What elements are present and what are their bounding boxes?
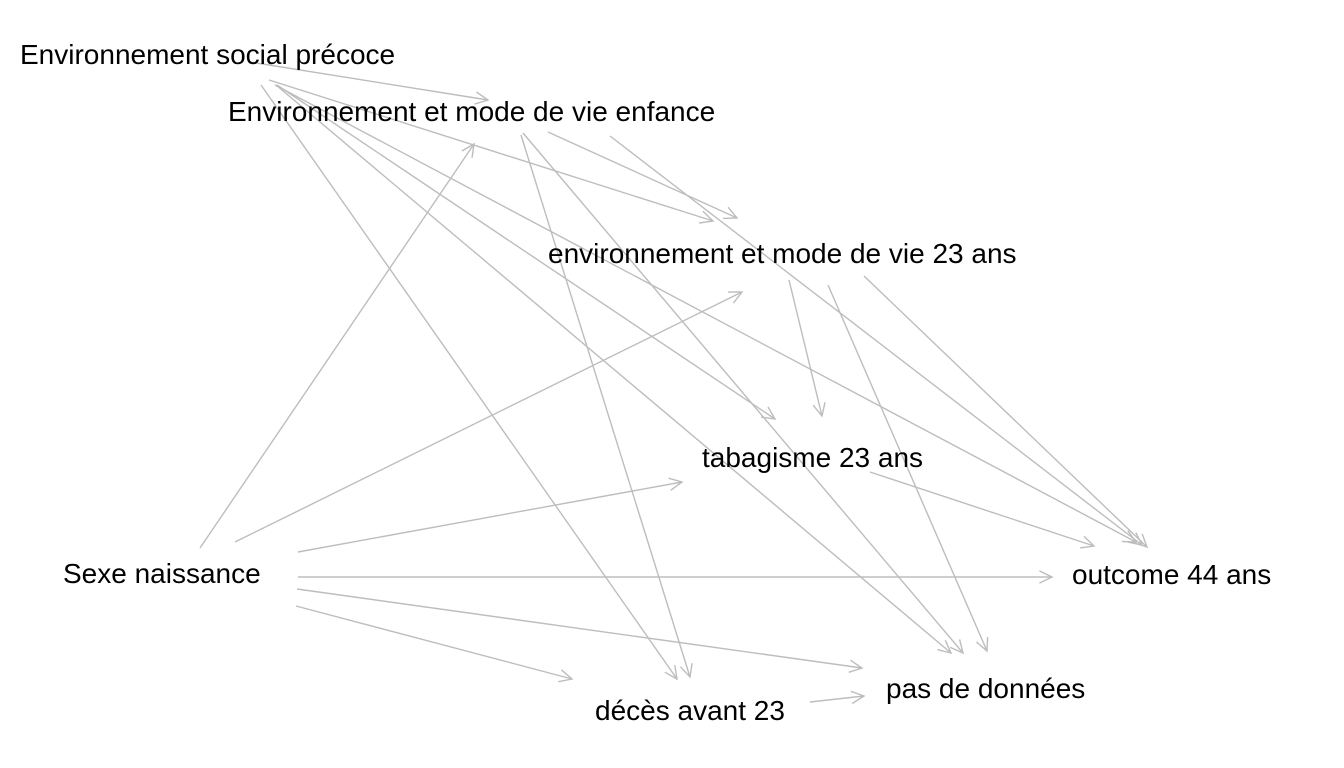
node-pas-de-donnees: pas de données	[886, 673, 1086, 704]
arrowhead-icon	[1133, 533, 1149, 549]
edge-sexe-naissance--pas-de-donnees	[296, 588, 864, 673]
arrowhead-icon	[679, 663, 693, 679]
node-tabagisme-23: tabagisme 23 ans	[702, 442, 924, 473]
arrowhead-icon	[975, 636, 989, 653]
node-env-social-precoce: Environnement social précoce	[20, 39, 396, 70]
arrowhead-icon	[722, 206, 739, 220]
edge-env-social-precoce--env-mode-vie-23	[268, 79, 715, 224]
arrowhead-icon	[558, 669, 574, 683]
edge-env-social-precoce--outcome-44	[274, 84, 1138, 543]
arrowhead-icon	[668, 477, 684, 491]
arrowhead-icon	[664, 665, 678, 681]
node-deces-avant-23: décès avant 23	[595, 695, 785, 726]
arrowhead-icon	[812, 402, 826, 418]
node-sexe-naissance: Sexe naissance	[63, 558, 261, 589]
arrowhead-icon	[848, 659, 864, 673]
arrowhead-icon	[1121, 530, 1138, 543]
edge-env-mode-vie-23--tabagisme-23	[788, 279, 826, 418]
edge-sexe-naissance--tabagisme-23	[297, 477, 684, 553]
edge-env-social-precoce--env-mode-vie-enfance	[249, 61, 490, 105]
arrowhead-icon	[937, 639, 953, 655]
arrowhead-icon	[949, 639, 965, 655]
node-env-mode-vie-23: environnement et mode de vie 23 ans	[548, 238, 1017, 269]
edge-tabagisme-23--outcome-44	[869, 471, 1096, 549]
edge-env-mode-vie-enfance--deces-avant-23	[520, 134, 693, 679]
edge-deces-avant-23--pas-de-donnees	[809, 690, 866, 705]
edge-env-mode-vie-23--pas-de-donnees	[827, 284, 989, 653]
edge-sexe-naissance--deces-avant-23	[295, 605, 574, 683]
arrowhead-icon	[699, 210, 715, 224]
arrowhead-icon	[761, 406, 777, 420]
arrowhead-icon	[474, 91, 490, 105]
edge-env-mode-vie-23--outcome-44	[863, 275, 1149, 549]
edge-sexe-naissance--env-mode-vie-enfance	[199, 142, 475, 549]
node-outcome-44: outcome 44 ans	[1072, 559, 1272, 590]
node-env-mode-vie-enfance: Environnement et mode de vie enfance	[228, 96, 716, 127]
edge-env-social-precoce--pas-de-donnees	[275, 84, 953, 655]
edge-env-social-precoce--tabagisme-23	[276, 84, 777, 420]
edge-env-social-precoce--deces-avant-23	[260, 84, 678, 681]
edge-env-mode-vie-enfance--pas-de-donnees	[522, 132, 965, 655]
arrowhead-icon	[461, 142, 475, 158]
arrowhead-icon	[1080, 535, 1096, 549]
edge-sexe-naissance--env-mode-vie-23	[234, 291, 744, 543]
arrowhead-icon	[850, 690, 866, 705]
edge-sexe-naissance--outcome-44	[298, 570, 1054, 584]
arrowhead-icon	[727, 291, 744, 304]
edge-env-mode-vie-enfance--env-mode-vie-23	[547, 131, 739, 220]
edge-env-mode-vie-enfance--outcome-44	[609, 135, 1144, 546]
arrowhead-icon	[1039, 570, 1054, 584]
